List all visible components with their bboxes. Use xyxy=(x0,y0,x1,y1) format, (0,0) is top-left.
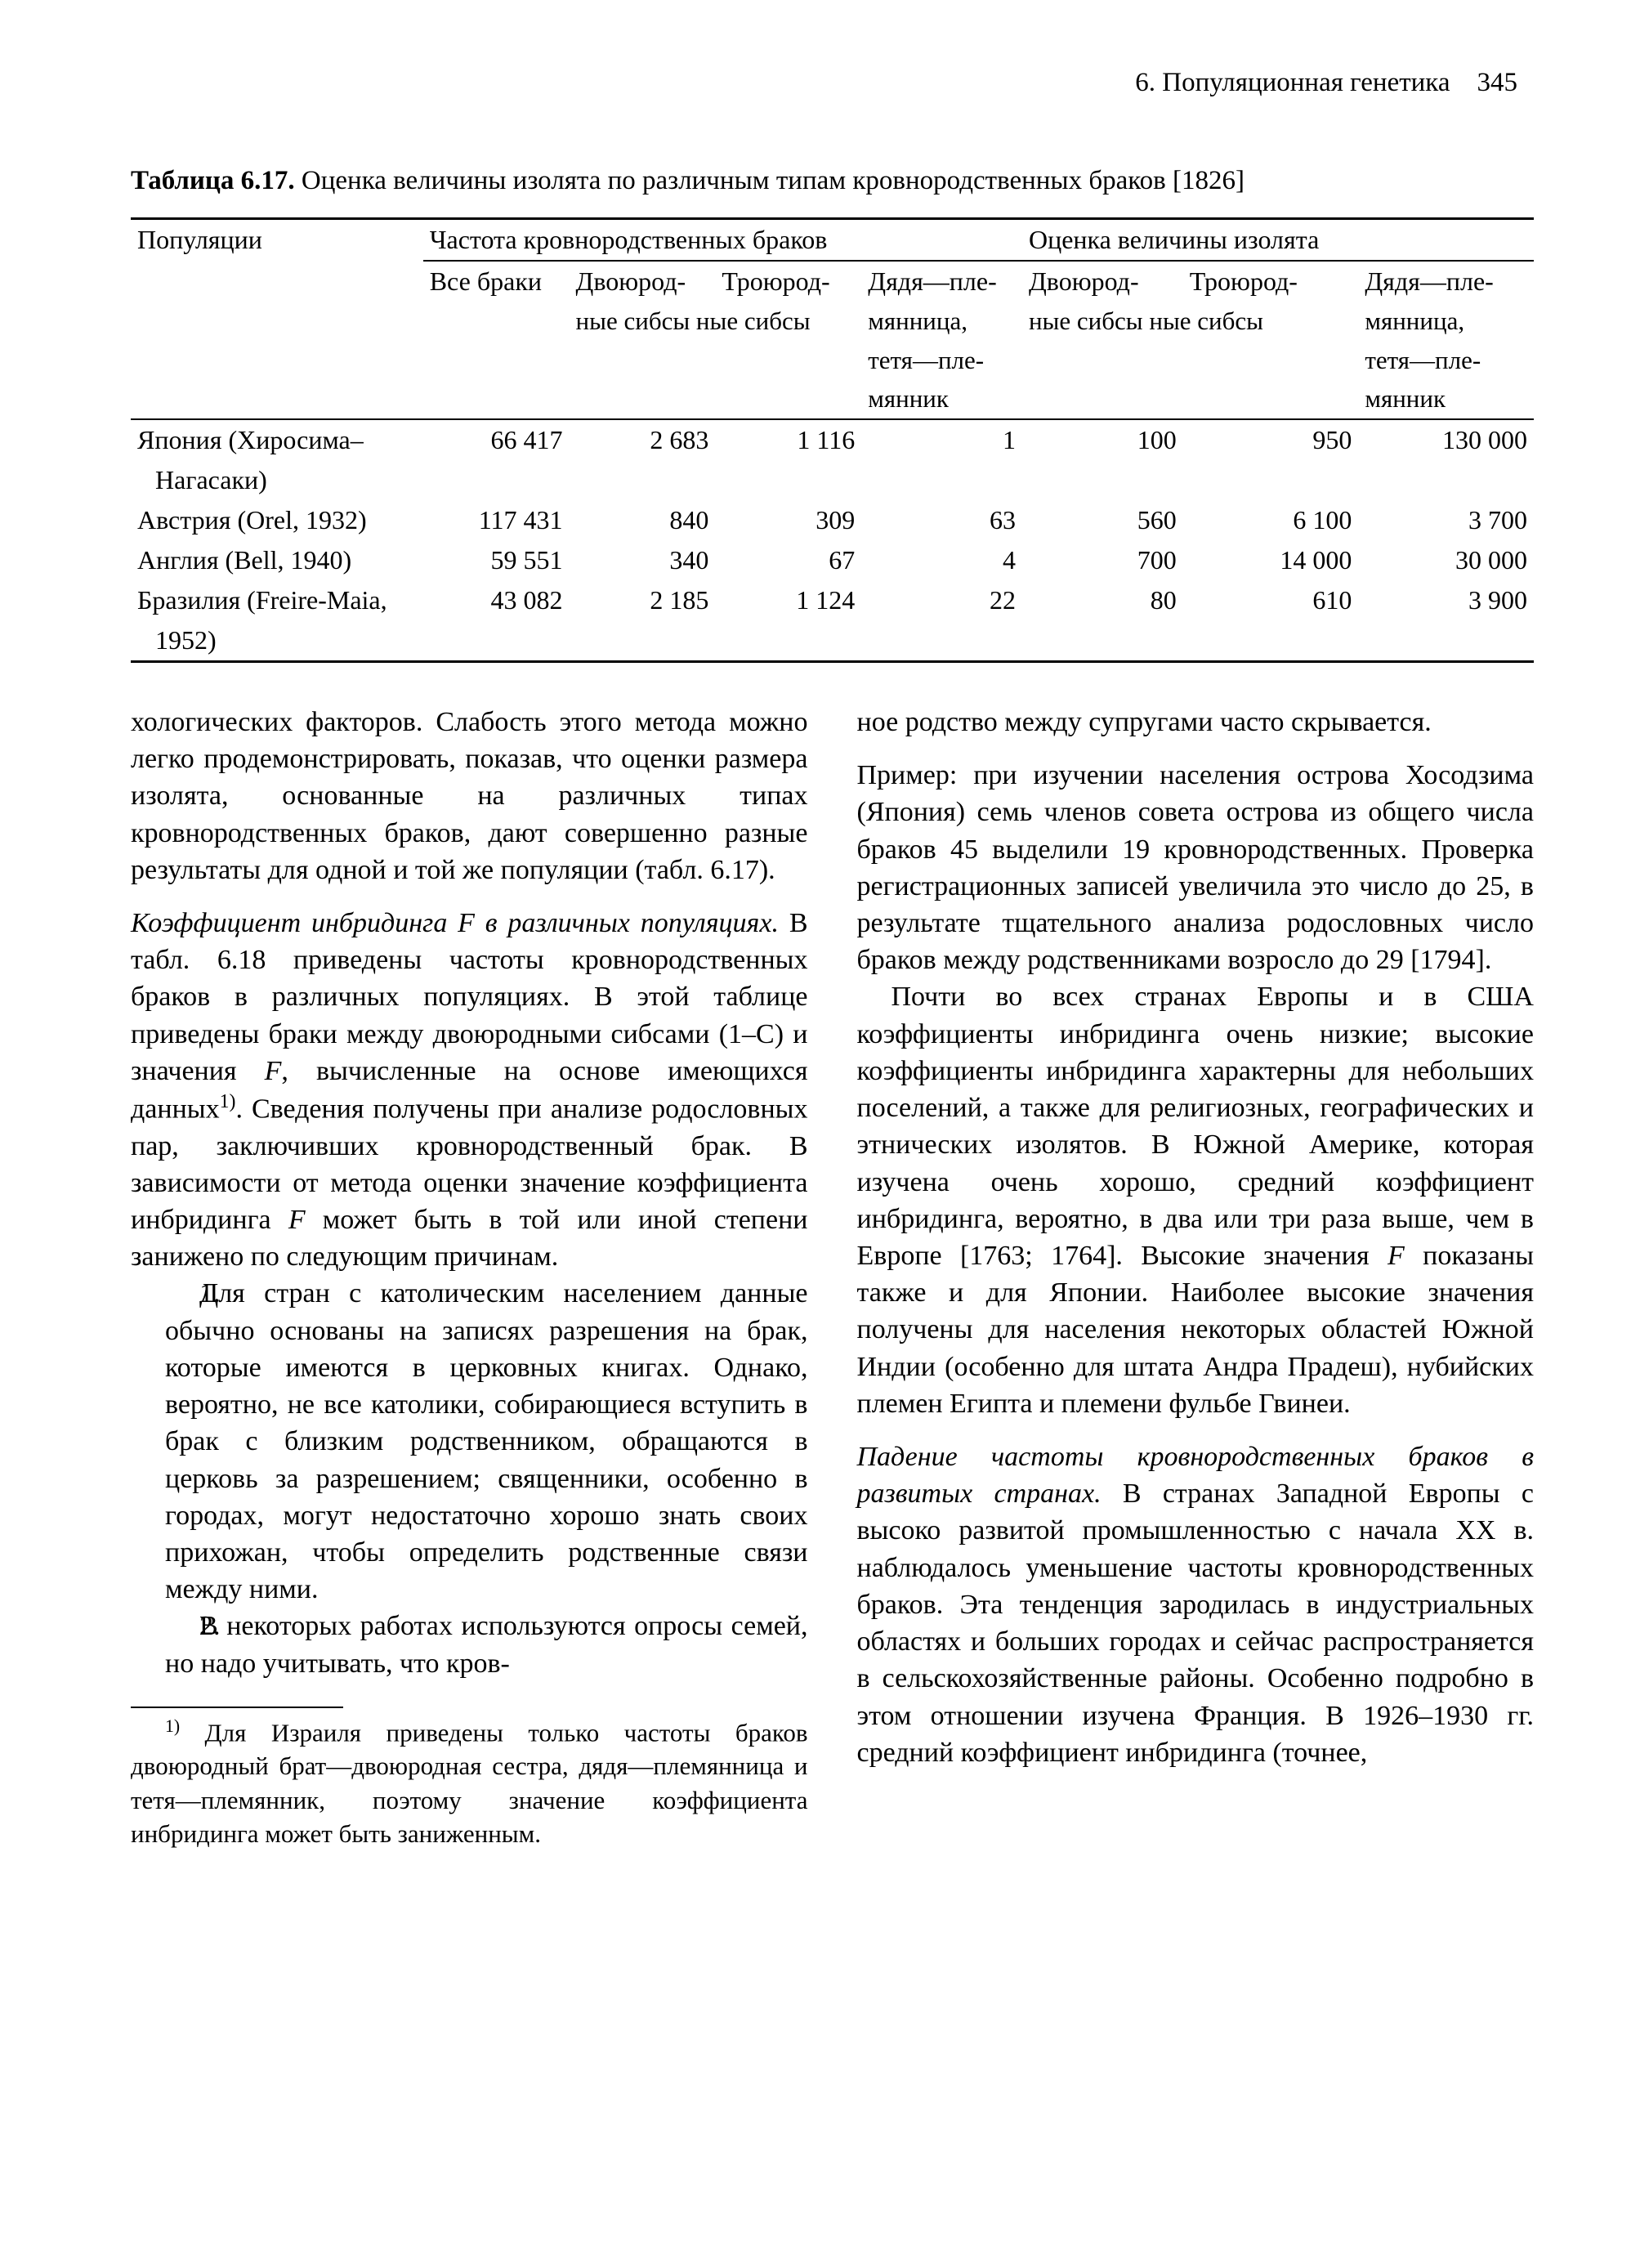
col-populations: Популяции xyxy=(131,219,423,302)
cell: 100 xyxy=(1022,419,1183,460)
para-2: Коэффициент инбридинга F в различных поп… xyxy=(131,905,808,1276)
col-uncle-l3: тетя—пле- xyxy=(861,341,1022,380)
para-1: хологических факторов. Слабость этого ме… xyxy=(131,704,808,888)
col-sibs-line2: ные сибсы ные сибсы xyxy=(570,302,862,341)
cell: 309 xyxy=(715,500,861,540)
list-item-2: 2.В некоторых работах используются опрос… xyxy=(131,1608,808,1681)
footnote-rule xyxy=(131,1707,343,1708)
para-2-heading: Коэффициент инбридинга F в различных поп… xyxy=(131,908,779,938)
col-uncle-niece: Дядя—пле- xyxy=(861,261,1022,302)
isolate-size-table: Популяции Частота кровнородственных брак… xyxy=(131,217,1534,663)
cell: 30 000 xyxy=(1358,540,1534,580)
cell: 840 xyxy=(570,500,716,540)
cell: 2 185 xyxy=(570,580,716,620)
cell: 4 xyxy=(861,540,1022,580)
cell: 6 100 xyxy=(1183,500,1359,540)
cell: 3 900 xyxy=(1358,580,1534,620)
row-brazil-2: 1952) xyxy=(131,620,423,661)
col-second-cousins: Троюрод- xyxy=(715,261,861,302)
col-est-uncle-l3: тетя—пле- xyxy=(1358,341,1534,380)
cell: 43 082 xyxy=(423,580,570,620)
col-estimate-span: Оценка величины изолята xyxy=(1022,219,1534,261)
table-caption-text: Оценка величины изолята по различным тип… xyxy=(302,166,1245,195)
col-all-marriages: Все браки xyxy=(423,261,570,302)
col-est-uncle-niece: Дядя—пле- xyxy=(1358,261,1534,302)
F-symbol-2: F xyxy=(288,1205,306,1235)
F-symbol: F xyxy=(265,1056,282,1086)
cell: 1 116 xyxy=(715,419,861,460)
col-uncle-l2: мянница, xyxy=(861,302,1022,341)
body-text: хологических факторов. Слабость этого ме… xyxy=(131,704,1534,1850)
cell: 3 700 xyxy=(1358,500,1534,540)
section-title: 6. Популяционная генетика xyxy=(1135,68,1450,97)
col-uncle-l4: мянник xyxy=(861,379,1022,419)
para-5: Почти во всех странах Европы и в США коэ… xyxy=(857,978,1535,1422)
col-est-sibs-line2: ные сибсы ные сибсы xyxy=(1022,302,1358,341)
para-6b: В странах Западной Европы с высоко разви… xyxy=(857,1478,1535,1768)
cell: 610 xyxy=(1183,580,1359,620)
li1-text: Для стран с католическим населением данн… xyxy=(165,1278,808,1604)
cell: 117 431 xyxy=(423,500,570,540)
row-japan-2: Нагасаки) xyxy=(131,460,423,500)
col-frequency-span: Частота кровнородственных браков xyxy=(423,219,1022,261)
para-5a: Почти во всех странах Европы и в США коэ… xyxy=(857,982,1535,1271)
table-label: Таблица 6.17. xyxy=(131,166,295,195)
cell: 560 xyxy=(1022,500,1183,540)
page-number: 345 xyxy=(1477,68,1518,97)
row-japan: Япония (Хиросима– xyxy=(131,419,423,460)
cell: 59 551 xyxy=(423,540,570,580)
row-england: Англия (Bell, 1940) xyxy=(131,540,423,580)
col-est-uncle-l2: мянница, xyxy=(1358,302,1534,341)
F-symbol-3: F xyxy=(1388,1241,1405,1271)
cell: 950 xyxy=(1183,419,1359,460)
cell: 22 xyxy=(861,580,1022,620)
footnote-1: 1) Для Израиля приведены только частоты … xyxy=(131,1715,808,1850)
cell: 67 xyxy=(715,540,861,580)
footnote-text: Для Израиля приведены только частоты бра… xyxy=(131,1718,808,1848)
col-first-cousins: Двоюрод- xyxy=(570,261,716,302)
cell: 2 683 xyxy=(570,419,716,460)
cell: 63 xyxy=(861,500,1022,540)
footnote-marker: 1) xyxy=(220,1091,236,1112)
footnote-block: 1) Для Израиля приведены только частоты … xyxy=(131,1707,808,1850)
cell: 130 000 xyxy=(1358,419,1534,460)
para-4: Пример: при изучении населения острова Х… xyxy=(857,757,1535,978)
page: 6. Популяционная генетика 345 Таблица 6.… xyxy=(0,0,1640,2268)
cell: 66 417 xyxy=(423,419,570,460)
row-brazil: Бразилия (Freire-Maia, xyxy=(131,580,423,620)
para-6: Падение частоты кровнородственных браков… xyxy=(857,1438,1535,1771)
cell: 14 000 xyxy=(1183,540,1359,580)
list-item-1: 1.Для стран с католическим населением да… xyxy=(131,1275,808,1608)
para-3: ное родство между супругами часто скрыва… xyxy=(857,704,1535,740)
cell: 340 xyxy=(570,540,716,580)
col-est-first-cousins: Двоюрод- xyxy=(1022,261,1183,302)
cell: 1 124 xyxy=(715,580,861,620)
col-est-second-cousins: Троюрод- xyxy=(1183,261,1359,302)
col-est-uncle-l4: мянник xyxy=(1358,379,1534,419)
running-head: 6. Популяционная генетика 345 xyxy=(1135,65,1517,100)
cell: 700 xyxy=(1022,540,1183,580)
cell: 1 xyxy=(861,419,1022,460)
li2-text: В некоторых работах используются опросы … xyxy=(165,1611,808,1678)
cell: 80 xyxy=(1022,580,1183,620)
table-caption: Таблица 6.17. Оценка величины изолята по… xyxy=(131,163,1534,198)
row-austria: Австрия (Orel, 1932) xyxy=(131,500,423,540)
